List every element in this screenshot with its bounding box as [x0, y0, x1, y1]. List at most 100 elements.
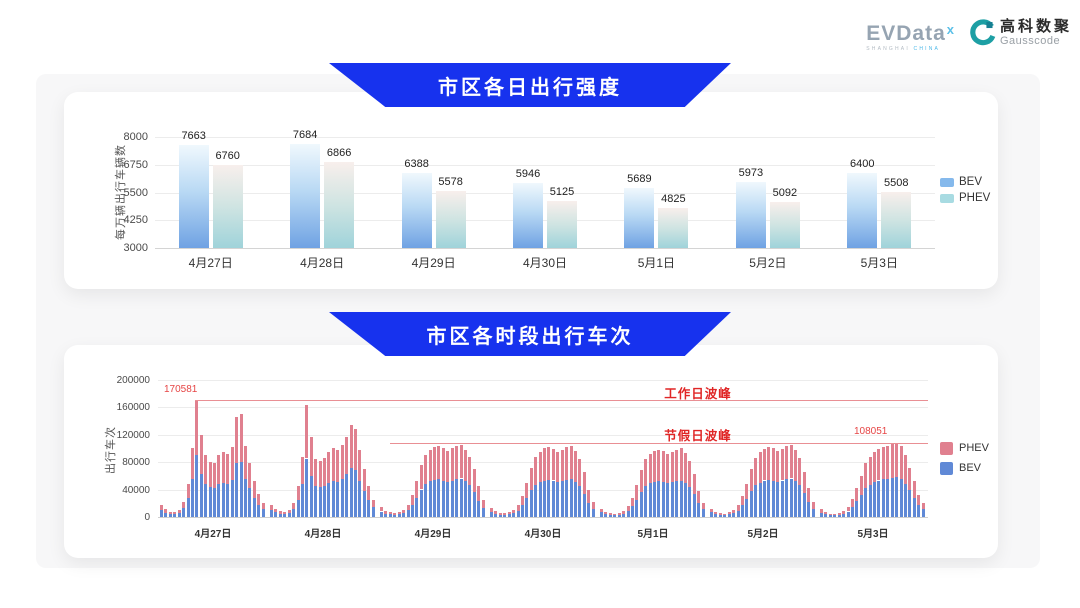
bar-phev: [547, 200, 577, 248]
bar-bev: [226, 484, 230, 517]
legend-label: BEV: [959, 176, 983, 188]
bar-phev: [490, 508, 493, 513]
bar-bev: [653, 481, 656, 517]
bar-bev: [340, 479, 344, 517]
bar-bev: [850, 507, 854, 517]
bar-phev: [371, 499, 375, 508]
bar-bev: [468, 485, 472, 517]
bar-bev: [903, 484, 907, 517]
bar-bev: [336, 481, 340, 517]
bar-phev: [754, 457, 758, 486]
bar-phev: [798, 457, 802, 486]
bar-phev: [895, 442, 899, 478]
bar-bev: [666, 483, 670, 517]
bar-phev: [309, 436, 313, 476]
bar-phev: [336, 450, 340, 482]
bar-bev: [481, 508, 485, 517]
bar-phev: [639, 470, 643, 492]
bar-phev: [441, 448, 445, 481]
bar-bev: [472, 492, 476, 518]
bar-bev: [820, 512, 823, 517]
bar-phev: [899, 446, 903, 480]
bar-bev: [397, 514, 401, 518]
bar-phev: [683, 453, 687, 483]
bar-phev: [749, 468, 753, 491]
bar-phev: [283, 511, 287, 515]
bar-phev: [327, 451, 331, 483]
y-tick-label: 200000: [116, 374, 150, 386]
bar-bev: [388, 514, 392, 518]
bar-phev: [516, 505, 520, 511]
bar-bev: [855, 501, 859, 517]
bar-phev: [855, 488, 859, 502]
bar-phev: [324, 162, 355, 248]
bar-phev: [424, 455, 428, 484]
bar-bev: [424, 484, 428, 517]
bar-phev: [345, 437, 349, 475]
bar-bev: [578, 486, 582, 517]
bar-bev: [401, 172, 432, 248]
peak-line-holiday: [390, 442, 928, 445]
bar-phev: [362, 468, 366, 491]
bar-phev: [776, 451, 780, 482]
bar-bev: [503, 514, 507, 517]
bar-phev: [859, 475, 863, 496]
legend-label: PHEV: [959, 442, 989, 454]
bar-bev: [723, 514, 727, 517]
daily-intensity-card: 3000 4250 5500 6750 8000 每万辆出行车辆数 4月27日 7663 676…: [64, 92, 998, 289]
bar-bev: [635, 499, 639, 517]
bar-bev: [433, 479, 436, 517]
y-tick-label: 5500: [123, 186, 148, 199]
bar-phev: [314, 458, 318, 487]
bar-phev: [917, 495, 921, 506]
bar-value-label: 5689: [627, 173, 652, 186]
bar-phev: [903, 455, 907, 484]
legend-swatch-phev: [940, 442, 953, 455]
bar-phev: [380, 507, 383, 512]
bar-bev: [182, 508, 186, 517]
bar-bev: [639, 491, 643, 517]
bar-bev: [327, 482, 331, 517]
bar-phev: [578, 458, 582, 487]
bar-bev: [600, 512, 603, 517]
bar-bev: [300, 484, 304, 517]
bar-value-label: 4825: [661, 192, 686, 205]
bar-bev: [886, 478, 890, 517]
bar-bev: [807, 501, 811, 517]
bar-bev: [331, 480, 335, 517]
bar-bev: [168, 513, 172, 517]
bar-bev: [450, 480, 454, 517]
bar-bev: [314, 486, 318, 517]
grid-line: [155, 248, 935, 249]
bar-bev: [257, 504, 261, 517]
bar-phev: [463, 449, 467, 482]
bar-bev: [740, 505, 744, 517]
bar-bev: [745, 499, 749, 517]
bar-bev: [270, 510, 273, 517]
bar-bev: [701, 509, 705, 517]
bar-phev: [921, 503, 925, 510]
bar-bev: [868, 484, 872, 517]
bar-phev: [908, 467, 912, 491]
bar-phev: [661, 451, 665, 482]
bar-bev: [362, 490, 366, 517]
bar-phev: [274, 508, 278, 513]
bar-bev: [859, 495, 863, 517]
bar-bev: [763, 480, 766, 517]
bar-bev: [543, 480, 546, 517]
header: EVDatax SHANGHAI CHINA 高科数聚 Gausscode: [866, 18, 1072, 52]
bar-bev: [402, 512, 406, 517]
bar-value-label: 5125: [549, 185, 575, 198]
bar-bev: [248, 488, 252, 517]
bar-phev: [305, 404, 309, 459]
grid-line: [158, 517, 928, 518]
bar-bev: [349, 468, 353, 517]
y-tick-label: 8000: [123, 131, 148, 143]
bar-phev: [881, 192, 912, 248]
peak-value-workday: 170581: [164, 383, 198, 395]
bar-phev: [226, 454, 230, 484]
bar-value-label: 5508: [884, 177, 909, 190]
bar-value-label: 6760: [215, 149, 240, 162]
bar-phev: [349, 424, 353, 469]
